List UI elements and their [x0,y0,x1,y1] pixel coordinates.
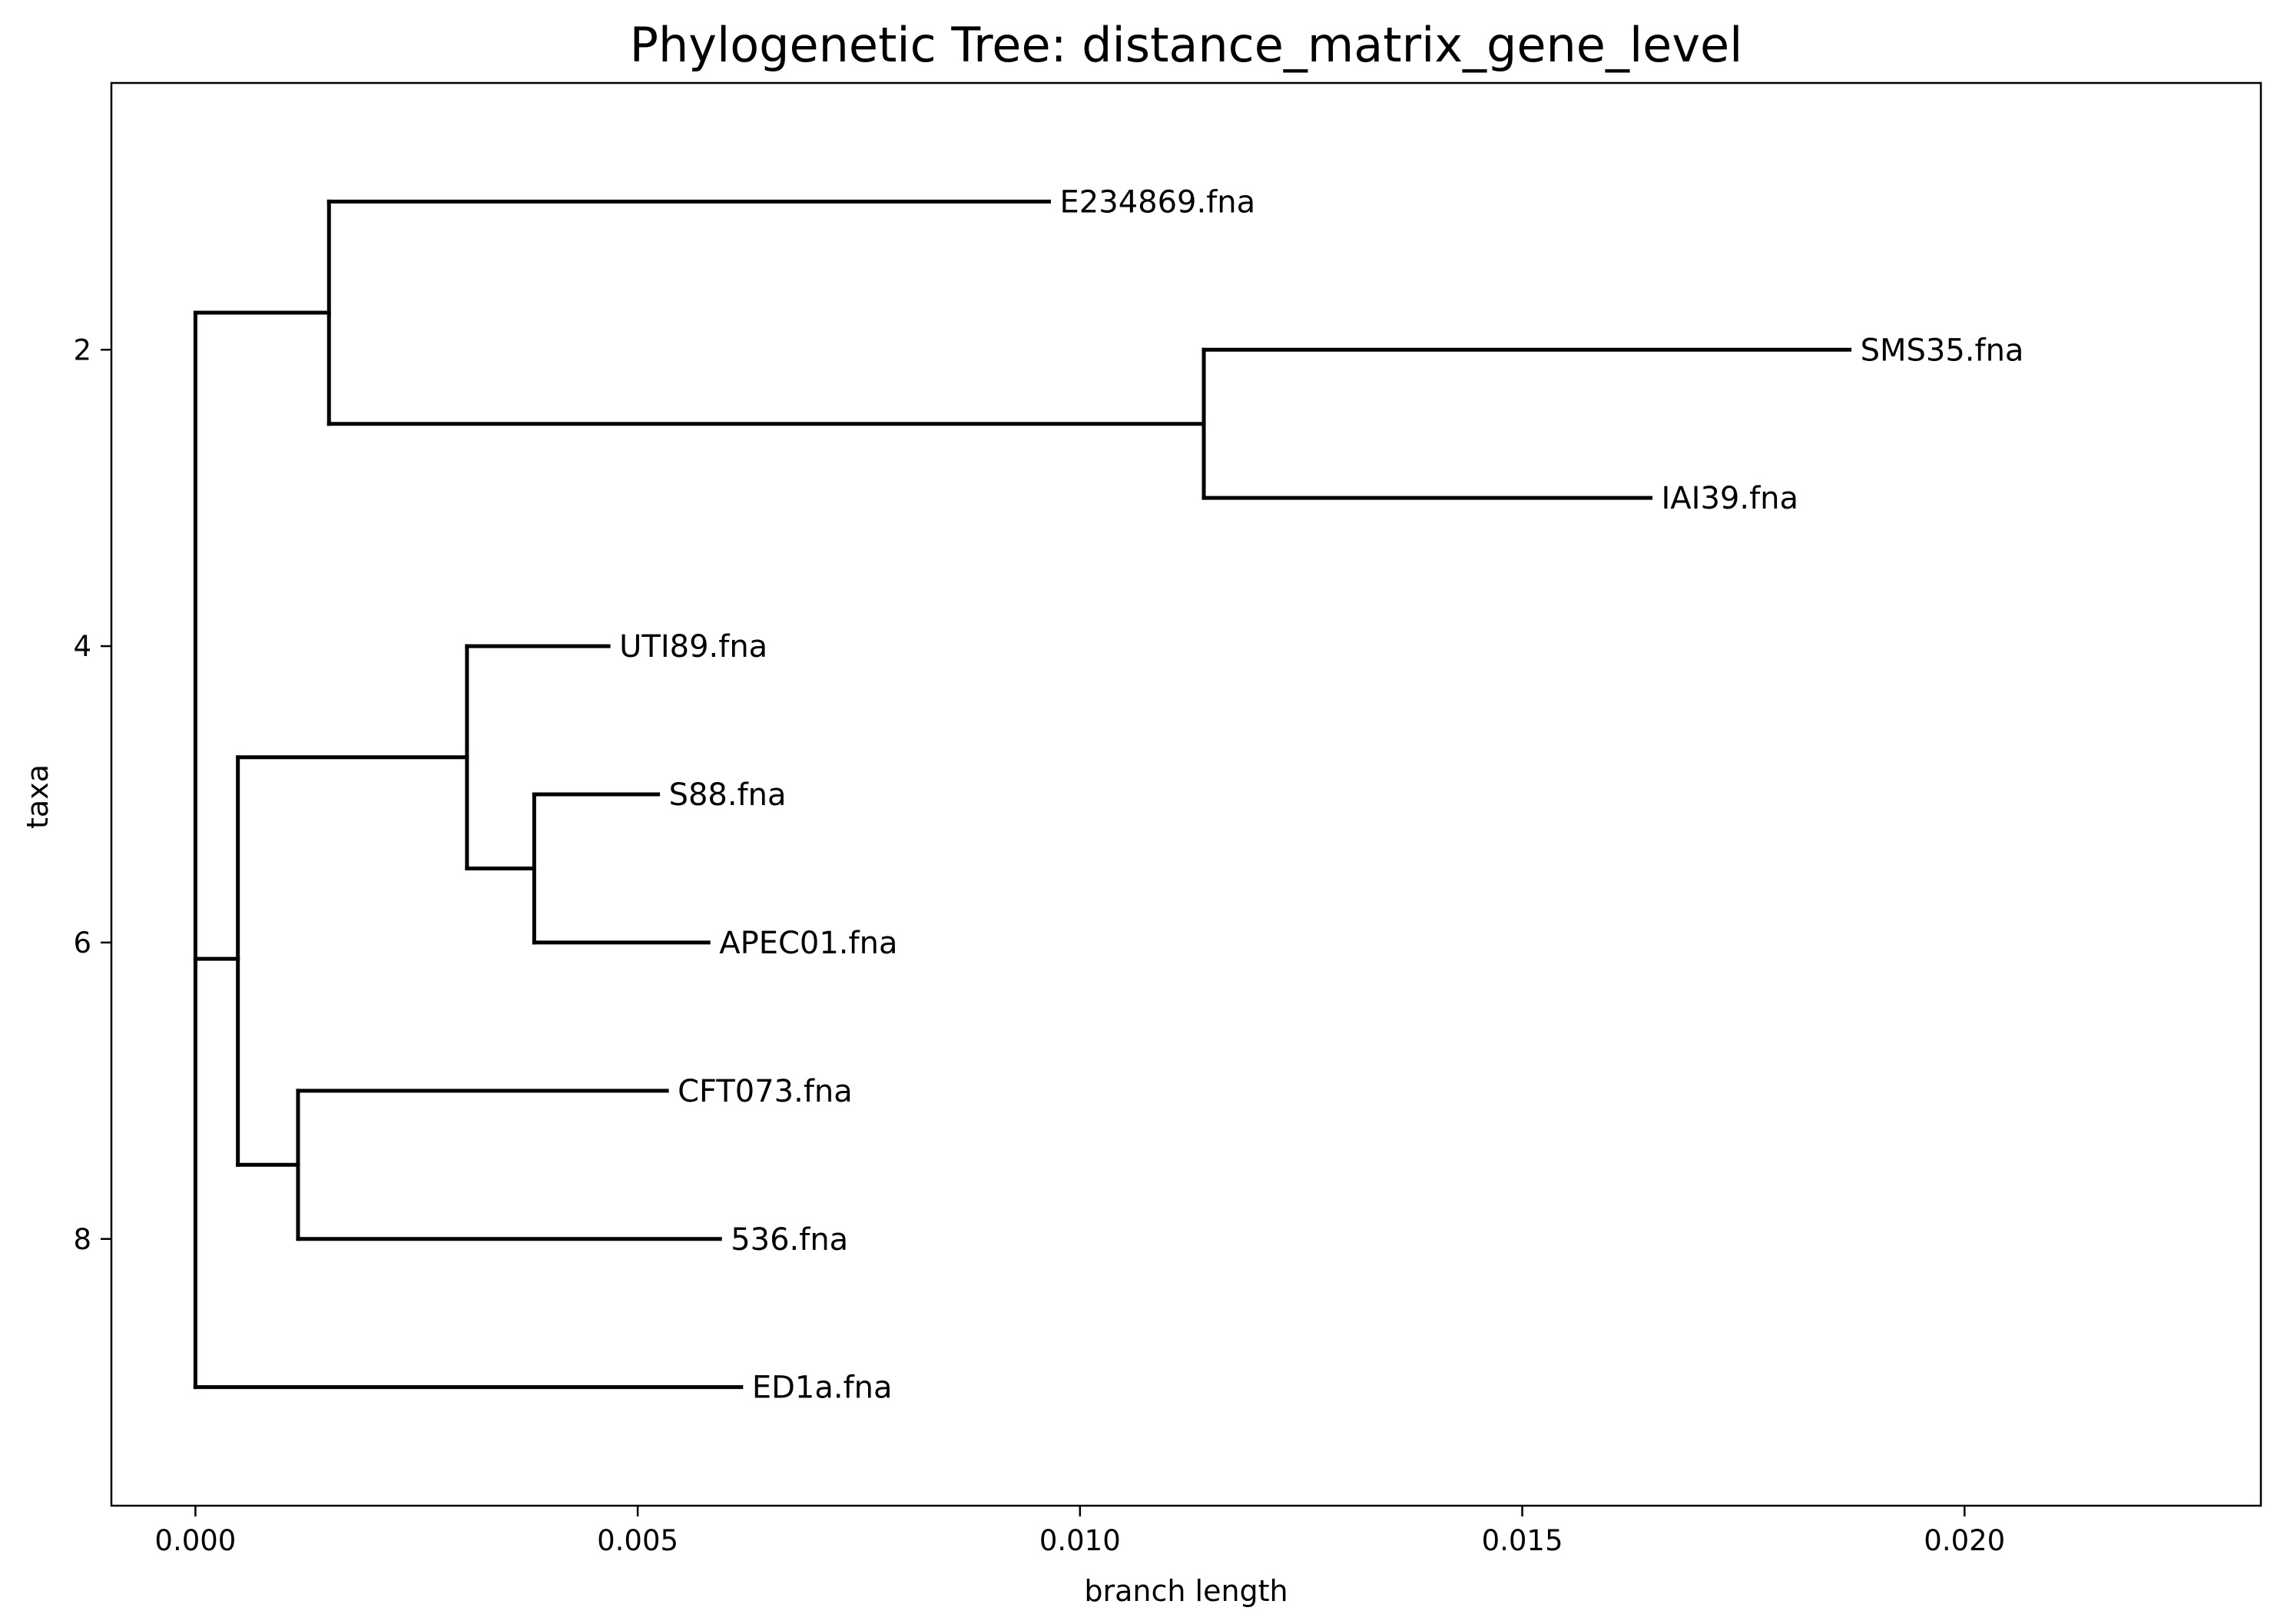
plot-area [110,81,2262,1507]
y-axis-label: taxa [21,764,55,829]
leaf-labels: E234869.fna SMS35.fna IAI39.fna UTI89.fna S8… [619,184,2023,1405]
plot-frame [110,81,2262,1507]
y-tick-label: 4 [73,630,91,663]
leaf-label: CFT073.fna [678,1074,853,1109]
leaf-label: S88.fna [669,777,787,813]
leaf-label: ED1a.fna [752,1370,893,1406]
x-axis-label: branch length [1084,1574,1288,1608]
x-tick-label: 0.015 [1482,1524,1563,1557]
y-tick-label: 2 [73,333,91,366]
x-tick-label: 0.020 [1924,1524,2005,1557]
leaf-label: E234869.fna [1060,184,1256,220]
leaf-label: APEC01.fna [719,926,897,961]
y-axis: 2 4 6 8 [73,333,111,1256]
leaf-label: IAI39.fna [1662,481,1799,516]
chart-title: Phylogenetic Tree: distance_matrix_gene_… [630,17,1743,73]
x-tick-label: 0.000 [154,1524,236,1557]
leaf-label: SMS35.fna [1861,333,2024,368]
y-tick-label: 6 [73,926,91,959]
x-tick-label: 0.005 [597,1524,678,1557]
y-tick-label: 8 [73,1223,91,1256]
tree-branches [193,199,1852,1390]
x-tick-label: 0.010 [1039,1524,1121,1557]
x-axis: 0.000 0.005 0.010 0.015 0.020 [154,1506,2005,1557]
leaf-label: 536.fna [731,1222,848,1258]
leaf-label: UTI89.fna [619,629,767,665]
